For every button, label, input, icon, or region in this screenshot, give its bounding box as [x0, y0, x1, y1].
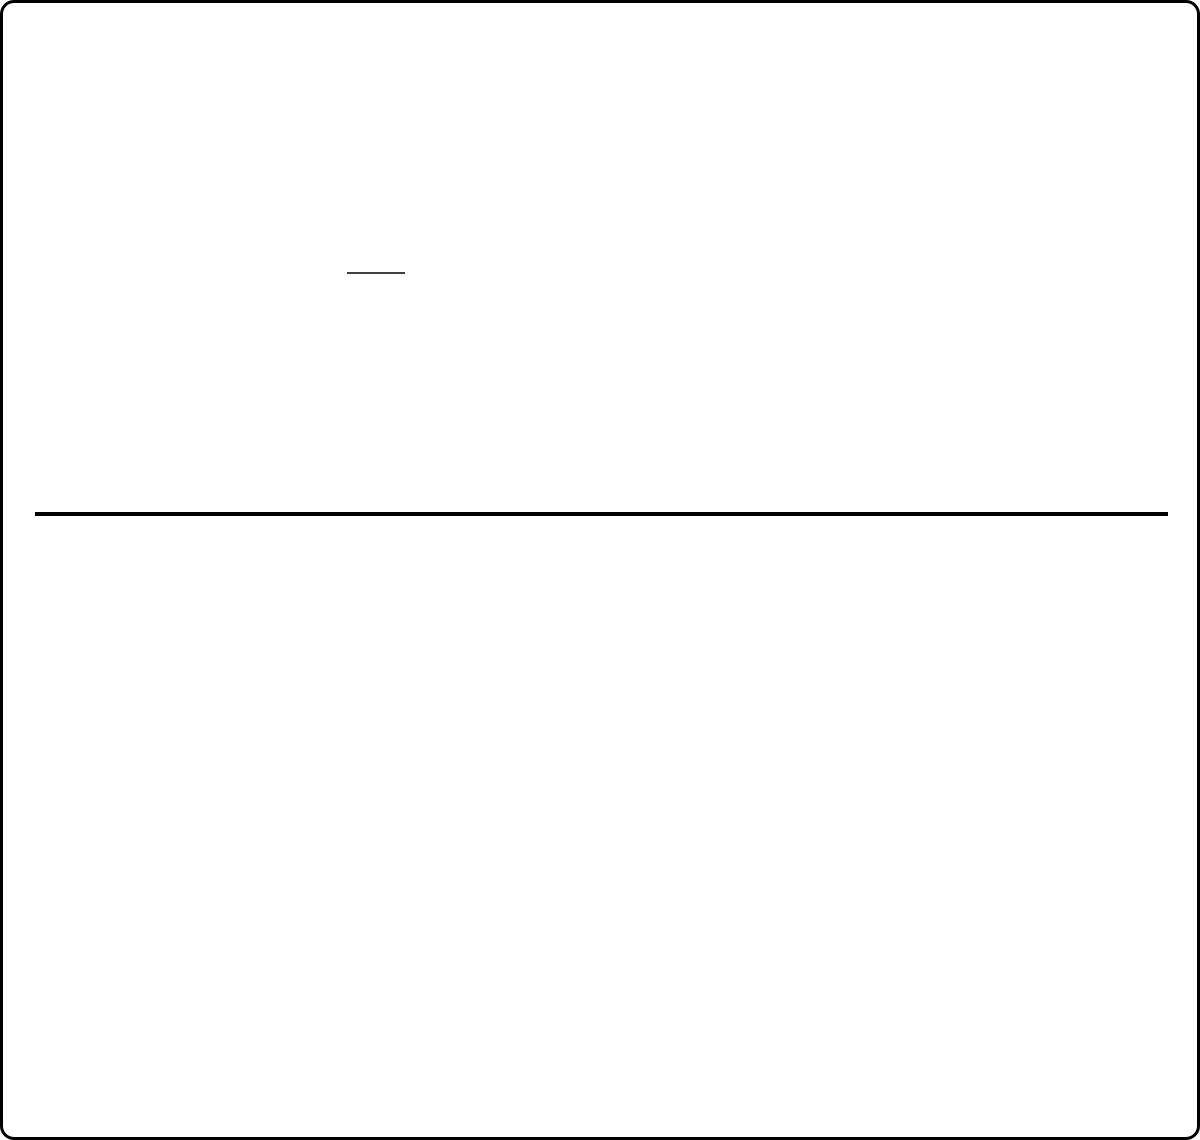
panel-snp-heatmap [703, 11, 1197, 412]
alignment-table [35, 512, 1168, 516]
phylogenetic-tree-svg [347, 272, 405, 274]
panel-phylogenetic-tree [9, 9, 699, 457]
snp-count-matrix [723, 14, 1183, 412]
alignment-y-axis-label [13, 512, 35, 843]
allele-frequency-plot [13, 879, 1193, 1137]
panel-snp-alignment [13, 455, 1195, 843]
heatmap-y-axis-label [703, 75, 723, 412]
alignment-position-headers [37, 456, 1168, 512]
panel-allele-frequency [13, 879, 1193, 1137]
